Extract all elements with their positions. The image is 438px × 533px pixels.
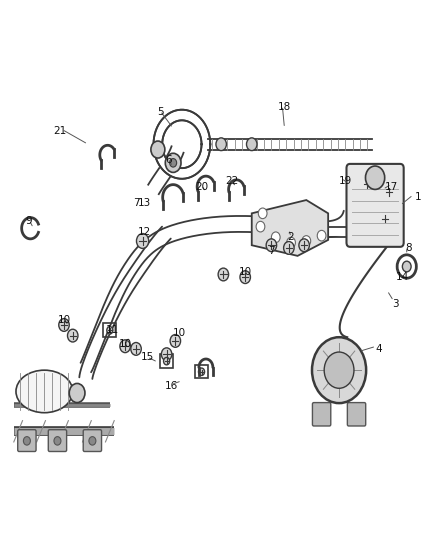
Circle shape [151,141,165,158]
Text: 21: 21 [53,126,66,136]
Circle shape [137,233,149,248]
FancyBboxPatch shape [48,430,67,451]
Text: 15: 15 [140,352,154,362]
Text: 22: 22 [226,176,239,187]
Text: 18: 18 [278,102,291,112]
Text: 4: 4 [375,344,381,354]
Ellipse shape [16,370,73,413]
Text: 16: 16 [164,381,177,391]
Circle shape [170,335,180,348]
Circle shape [67,329,78,342]
Circle shape [218,268,229,281]
Text: 13: 13 [138,198,152,208]
Circle shape [397,255,417,278]
Text: 3: 3 [392,298,399,309]
Circle shape [362,177,373,190]
Text: 6: 6 [166,155,172,165]
Text: 12: 12 [138,227,152,237]
Circle shape [287,237,295,248]
Text: 5: 5 [157,107,163,117]
Text: 10: 10 [119,338,132,349]
Circle shape [163,358,170,365]
Text: 7: 7 [133,198,139,208]
FancyBboxPatch shape [18,430,36,451]
Text: 20: 20 [195,182,208,192]
Circle shape [312,337,366,403]
Circle shape [131,343,141,356]
Circle shape [258,208,267,219]
Circle shape [54,437,61,445]
Circle shape [272,232,280,243]
FancyBboxPatch shape [83,430,102,451]
Circle shape [247,138,257,151]
FancyBboxPatch shape [312,402,331,426]
Circle shape [317,230,326,241]
Circle shape [380,212,390,225]
Circle shape [23,437,30,445]
Circle shape [69,383,85,402]
Text: 2: 2 [288,232,294,243]
Text: 11: 11 [106,325,119,335]
Circle shape [216,138,226,151]
Text: 1: 1 [414,192,421,203]
Circle shape [324,352,354,389]
Circle shape [266,239,277,252]
Text: 10: 10 [173,328,186,338]
Circle shape [302,236,311,246]
Circle shape [256,221,265,232]
Circle shape [165,154,181,172]
Circle shape [198,368,205,375]
Text: 9: 9 [26,216,32,227]
Circle shape [299,239,309,252]
Text: 7: 7 [268,246,275,255]
Circle shape [403,261,411,272]
Text: 8: 8 [406,243,412,253]
Circle shape [170,159,177,167]
Polygon shape [252,200,328,256]
Circle shape [89,437,96,445]
Circle shape [284,241,294,254]
Text: 14: 14 [396,272,409,282]
Text: 17: 17 [385,182,398,192]
Circle shape [59,319,69,332]
Circle shape [365,166,385,189]
FancyBboxPatch shape [347,402,366,426]
FancyBboxPatch shape [346,164,404,247]
Circle shape [384,185,395,198]
Text: 19: 19 [339,176,352,187]
Circle shape [161,348,172,361]
Circle shape [107,327,113,334]
Circle shape [120,340,131,353]
Circle shape [240,271,251,284]
Text: 10: 10 [57,314,71,325]
Text: 10: 10 [239,267,252,277]
